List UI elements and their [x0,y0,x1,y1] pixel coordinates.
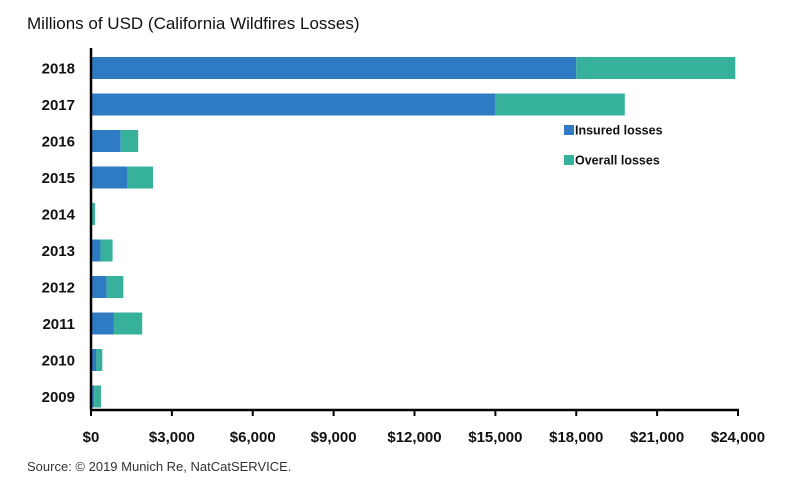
x-tick-label: $15,000 [468,429,522,446]
legend-swatch-insured [564,125,574,135]
legend-swatch-overall [564,155,574,165]
bar-overall-2009 [94,385,101,408]
bar-insured-2015 [91,166,128,189]
x-tick-label: $6,000 [230,429,276,446]
legend-label-overall: Overall losses [575,154,660,168]
bar-overall-2015 [127,166,153,189]
bar-insured-2013 [91,239,101,262]
bar-insured-2010 [91,349,97,371]
x-tick-labels: $0 $3,000 $6,000 $9,000 $12,000 $15,000 $18,00… [83,429,765,446]
x-tick-label: $24,000 [711,429,765,446]
bars [91,57,736,408]
bar-overall-2016 [120,130,139,152]
y-tick-label-2009: 2009 [42,389,75,406]
x-tick-label: $18,000 [549,429,603,446]
legend: Insured losses Overall losses [564,124,663,168]
y-tick-label-2014: 2014 [42,207,76,224]
bar-overall-2010 [96,349,103,371]
y-tick-label-2010: 2010 [42,353,75,370]
legend-label-insured: Insured losses [575,124,663,138]
source-note: Source: © 2019 Munich Re, NatCatSERVICE. [27,459,292,474]
x-tick-label: $3,000 [149,429,195,446]
bar-overall-2012 [106,276,124,298]
bar-overall-2017 [495,93,625,116]
bar-insured-2017 [91,93,496,116]
x-tick-label: $12,000 [387,429,441,446]
bar-overall-2014 [91,203,96,225]
axes [89,48,739,416]
y-tick-label-2012: 2012 [42,280,75,297]
bar-insured-2016 [91,130,121,152]
y-tick-label-2015: 2015 [42,170,75,187]
y-tick-label-2011: 2011 [42,316,75,333]
x-tick-label: $9,000 [311,429,357,446]
bar-overall-2011 [113,312,143,335]
y-tick-label-2013: 2013 [42,243,75,260]
x-tick-label: $21,000 [630,429,684,446]
bar-overall-2013 [100,239,113,262]
bar-insured-2018 [91,57,577,79]
y-tick-label-2018: 2018 [42,61,75,78]
y-tick-labels: 2018 2017 2016 2015 2014 2013 2012 2011 2010 2009 [42,61,76,407]
bar-insured-2011 [91,312,114,335]
bar-insured-2012 [91,276,107,298]
y-tick-label-2016: 2016 [42,134,75,151]
y-tick-label-2017: 2017 [42,97,75,114]
bar-overall-2018 [576,57,736,79]
x-tick-label: $0 [83,429,100,446]
bar-insured-2009 [91,385,95,408]
chart-title: Millions of USD (California Wildfires Lo… [27,14,360,33]
